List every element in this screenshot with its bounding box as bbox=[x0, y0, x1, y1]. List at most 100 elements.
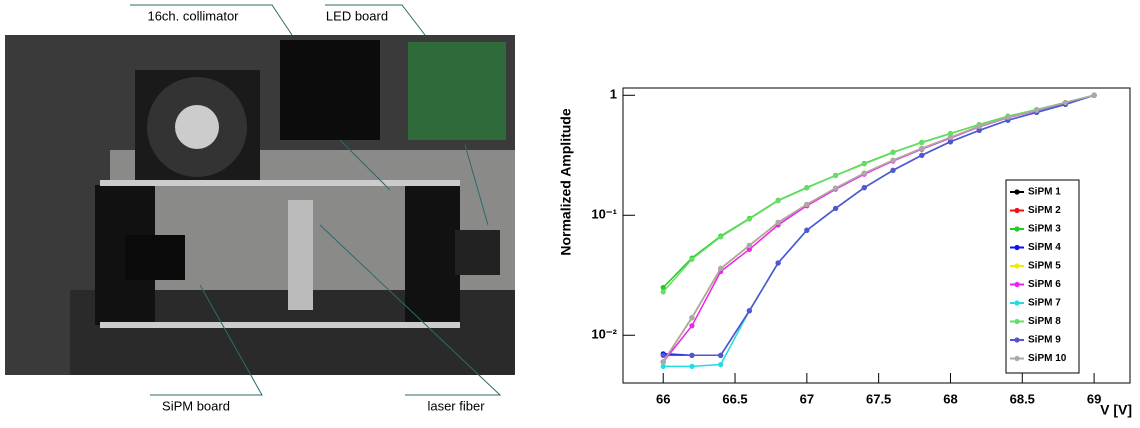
legend-label: SiPM 7 bbox=[1028, 298, 1061, 309]
data-point bbox=[861, 170, 867, 176]
data-point bbox=[718, 265, 724, 272]
data-point bbox=[746, 246, 752, 252]
data-point bbox=[660, 359, 666, 365]
x-tick-label: 68.5 bbox=[1010, 391, 1035, 406]
data-point bbox=[660, 363, 666, 370]
sipm-board bbox=[125, 235, 185, 280]
leader bbox=[325, 4, 426, 36]
legend-label: SiPM 4 bbox=[1028, 242, 1061, 253]
rod bbox=[100, 322, 460, 328]
x-tick-label: 67 bbox=[800, 391, 814, 406]
data-point bbox=[1005, 114, 1011, 120]
fiber-holder bbox=[288, 200, 313, 310]
data-point bbox=[689, 323, 695, 329]
legend-label: SiPM 6 bbox=[1028, 279, 1061, 290]
mount-right bbox=[405, 185, 460, 325]
data-point bbox=[919, 140, 925, 146]
x-tick-label: 66.5 bbox=[722, 391, 747, 406]
series-line bbox=[662, 94, 1095, 363]
data-point bbox=[689, 256, 695, 262]
legend-label: SiPM 3 bbox=[1028, 224, 1061, 235]
data-point bbox=[689, 315, 695, 321]
leader bbox=[464, 144, 489, 226]
legend-label: SiPM 8 bbox=[1028, 316, 1061, 327]
legend-label: SiPM 1 bbox=[1028, 187, 1061, 198]
data-point bbox=[919, 152, 925, 158]
photo bbox=[5, 35, 515, 375]
data-point bbox=[746, 308, 752, 314]
photo-label: laser fiber bbox=[427, 398, 485, 413]
data-point bbox=[775, 260, 781, 266]
data-point bbox=[947, 131, 954, 137]
legend-marker bbox=[1014, 244, 1020, 251]
legend-marker bbox=[1014, 263, 1020, 269]
legend-label: SiPM 2 bbox=[1028, 205, 1061, 216]
data-point bbox=[890, 167, 896, 173]
data-point bbox=[832, 185, 839, 191]
data-point bbox=[804, 201, 810, 208]
x-tick-label: 69 bbox=[1087, 391, 1101, 406]
data-point bbox=[919, 145, 925, 152]
leaders bbox=[130, 4, 502, 396]
data-point bbox=[804, 227, 810, 233]
fan-label bbox=[175, 105, 219, 149]
legend-marker bbox=[1014, 355, 1020, 362]
data-point bbox=[832, 173, 839, 179]
photo-label: SiPM board bbox=[162, 398, 230, 413]
data-point bbox=[890, 149, 896, 156]
y-tick-label: 10⁻¹ bbox=[591, 207, 617, 222]
data-point bbox=[1062, 99, 1068, 106]
y-tick-label: 1 bbox=[610, 87, 617, 102]
y-axis-label: Normalized Amplitude bbox=[558, 108, 574, 255]
data-point bbox=[976, 123, 982, 130]
data-point bbox=[746, 242, 752, 249]
legend-marker bbox=[1014, 226, 1020, 232]
data-point bbox=[976, 127, 982, 133]
data-point bbox=[861, 185, 867, 191]
data-point bbox=[718, 234, 724, 240]
legend-label: SiPM 9 bbox=[1028, 335, 1061, 346]
y-tick-label: 10⁻² bbox=[591, 327, 617, 342]
series-line bbox=[663, 94, 1095, 357]
x-tick-label: 67.5 bbox=[866, 391, 891, 406]
photo-label: LED board bbox=[326, 8, 388, 23]
data-point bbox=[1034, 107, 1040, 113]
data-point bbox=[718, 352, 724, 358]
legend-label: SiPM 10 bbox=[1028, 353, 1067, 364]
data-point bbox=[689, 363, 695, 370]
rod bbox=[100, 180, 460, 186]
legend-marker bbox=[1014, 189, 1020, 195]
data-point bbox=[890, 157, 896, 163]
legend-marker bbox=[1014, 318, 1020, 325]
data-point bbox=[832, 205, 839, 212]
collimator bbox=[280, 40, 380, 140]
sensor bbox=[455, 230, 500, 275]
photo-label: 16ch. collimator bbox=[147, 8, 239, 23]
data-point bbox=[947, 134, 954, 140]
data-point bbox=[718, 361, 724, 368]
series-line bbox=[662, 94, 1095, 293]
data-point bbox=[660, 352, 666, 358]
x-tick-label: 66 bbox=[656, 391, 670, 406]
data-point bbox=[660, 289, 666, 295]
legend-marker bbox=[1014, 337, 1020, 343]
data-point bbox=[689, 352, 695, 358]
data-point bbox=[746, 216, 752, 222]
leader bbox=[150, 284, 263, 396]
leader bbox=[339, 139, 391, 191]
data-point bbox=[804, 185, 810, 191]
data-point bbox=[775, 198, 781, 204]
plot-frame bbox=[622, 87, 1131, 384]
data-point bbox=[1091, 92, 1097, 98]
data-point bbox=[660, 284, 666, 291]
leader bbox=[130, 4, 293, 36]
data-point bbox=[861, 161, 867, 167]
led-board bbox=[408, 42, 506, 140]
legend-marker bbox=[1014, 300, 1020, 306]
x-axis-label: V [V] bbox=[1100, 402, 1132, 418]
data-point bbox=[775, 219, 781, 226]
legend-marker bbox=[1014, 207, 1020, 214]
x-tick-label: 68 bbox=[943, 391, 957, 406]
data-point bbox=[947, 139, 954, 145]
